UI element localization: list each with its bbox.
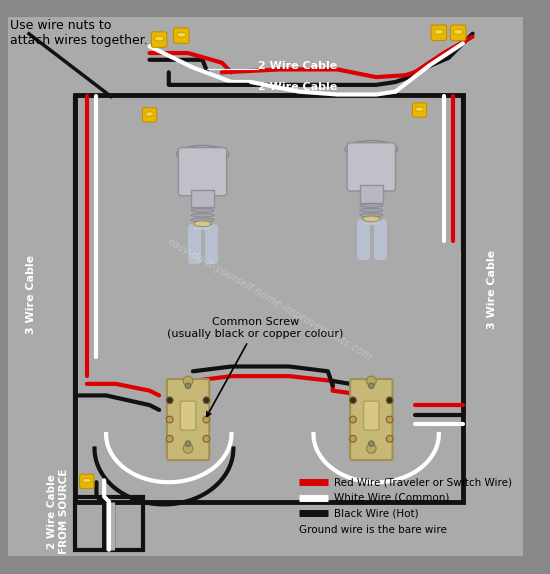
Circle shape	[366, 444, 376, 453]
Text: 2 Wire Cable: 2 Wire Cable	[258, 61, 338, 71]
Text: 2 Wire Cable: 2 Wire Cable	[258, 82, 338, 92]
FancyBboxPatch shape	[167, 379, 210, 460]
FancyBboxPatch shape	[180, 401, 196, 430]
Circle shape	[350, 416, 356, 423]
Text: 3 Wire Cable: 3 Wire Cable	[487, 250, 497, 329]
Ellipse shape	[345, 141, 397, 158]
Text: Ground wire is the bare wire: Ground wire is the bare wire	[299, 525, 447, 536]
Bar	[360, 185, 383, 203]
Circle shape	[350, 397, 356, 404]
Circle shape	[203, 397, 210, 404]
Ellipse shape	[434, 29, 444, 34]
FancyBboxPatch shape	[178, 148, 227, 196]
Circle shape	[386, 397, 393, 404]
FancyBboxPatch shape	[450, 25, 466, 41]
Ellipse shape	[177, 146, 229, 163]
Text: Red Wire (Traveler or Switch Wire): Red Wire (Traveler or Switch Wire)	[334, 477, 512, 487]
Ellipse shape	[360, 208, 383, 212]
Ellipse shape	[194, 221, 211, 227]
Circle shape	[203, 416, 210, 423]
Ellipse shape	[82, 478, 91, 483]
FancyBboxPatch shape	[364, 401, 379, 430]
Ellipse shape	[191, 218, 214, 222]
Circle shape	[368, 441, 374, 447]
Ellipse shape	[179, 159, 226, 188]
Circle shape	[366, 376, 376, 386]
FancyBboxPatch shape	[431, 25, 447, 41]
Bar	[191, 190, 214, 207]
Ellipse shape	[415, 107, 424, 111]
Circle shape	[183, 376, 193, 386]
FancyBboxPatch shape	[347, 143, 395, 191]
Circle shape	[368, 383, 374, 389]
Circle shape	[386, 436, 393, 442]
FancyBboxPatch shape	[80, 474, 94, 488]
FancyBboxPatch shape	[142, 108, 157, 122]
Text: 3 Wire Cable: 3 Wire Cable	[26, 255, 36, 333]
Circle shape	[185, 383, 191, 389]
Text: 2 Wire Cable
FROM SOURCE: 2 Wire Cable FROM SOURCE	[47, 468, 69, 554]
Text: White Wire (Common): White Wire (Common)	[334, 492, 449, 503]
FancyBboxPatch shape	[174, 28, 189, 44]
Circle shape	[350, 436, 356, 442]
Ellipse shape	[191, 208, 214, 212]
Ellipse shape	[348, 154, 394, 183]
Ellipse shape	[177, 32, 186, 37]
Text: Common Screw
(usually black or copper colour): Common Screw (usually black or copper co…	[167, 317, 344, 417]
Text: easy-do-it-yourself-home-improvements.com: easy-do-it-yourself-home-improvements.co…	[166, 236, 374, 362]
Bar	[75, 95, 463, 502]
Circle shape	[185, 441, 191, 447]
Ellipse shape	[360, 213, 383, 217]
Circle shape	[166, 436, 173, 442]
Ellipse shape	[155, 36, 164, 41]
Text: Black Wire (Hot): Black Wire (Hot)	[334, 508, 419, 518]
Circle shape	[166, 397, 173, 404]
Ellipse shape	[360, 204, 383, 207]
FancyBboxPatch shape	[412, 103, 427, 117]
Circle shape	[183, 444, 193, 453]
Circle shape	[166, 416, 173, 423]
FancyBboxPatch shape	[350, 379, 393, 460]
Ellipse shape	[191, 213, 214, 217]
Circle shape	[203, 436, 210, 442]
Bar	[75, 497, 143, 550]
Ellipse shape	[145, 112, 154, 116]
Text: Use wire nuts to
attach wires together.: Use wire nuts to attach wires together.	[10, 20, 147, 47]
Circle shape	[386, 416, 393, 423]
FancyBboxPatch shape	[151, 32, 167, 47]
Ellipse shape	[362, 216, 380, 222]
Ellipse shape	[453, 29, 463, 34]
